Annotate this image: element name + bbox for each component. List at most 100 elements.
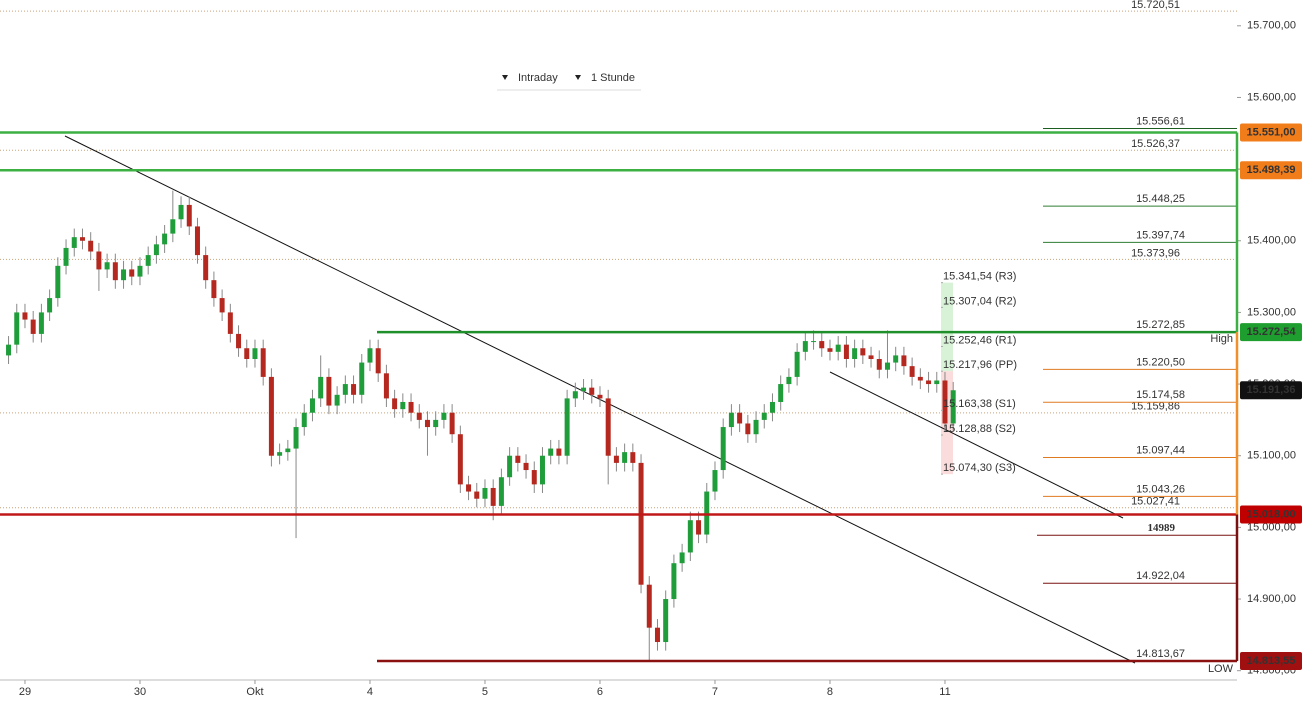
period-dropdown[interactable]: 1 Stunde [591, 72, 635, 84]
candle-body [909, 366, 915, 377]
candle-body [211, 280, 217, 299]
candle-body [934, 380, 940, 385]
candle-body [236, 333, 242, 349]
candle-body [186, 204, 192, 227]
candle-body [351, 384, 357, 395]
candle-body [704, 491, 710, 535]
candle-body [121, 269, 127, 281]
target-label: 15.220,50 [1136, 356, 1185, 368]
candle-body [112, 262, 118, 281]
interval-dropdown[interactable]: Intraday [518, 72, 558, 84]
candle-body [359, 362, 365, 395]
candle-body [96, 251, 102, 270]
candle-body [309, 398, 315, 413]
candle-body [646, 584, 652, 628]
candle-body [843, 344, 849, 359]
x-tick-label: 7 [712, 686, 718, 698]
candle-body [917, 376, 923, 381]
candle-body [613, 455, 619, 463]
reference-label: 15.526,37 [1131, 138, 1180, 150]
candle-body [392, 398, 398, 410]
candle-body [745, 423, 751, 435]
x-tick-label: 11 [939, 686, 950, 698]
candle-body [63, 247, 69, 266]
candle-body [827, 348, 833, 352]
y-tick-label: 15.400,00 [1247, 235, 1296, 247]
low-label: LOW [1208, 663, 1234, 675]
candle-body [433, 419, 439, 428]
candle-body [556, 448, 562, 456]
candle-body [712, 470, 718, 492]
candle-body [79, 237, 85, 241]
target-label: 15.043,26 [1136, 483, 1185, 495]
target-label: 14.813,67 [1136, 648, 1185, 660]
candle-body [318, 376, 324, 399]
candle-body [819, 341, 825, 349]
x-tick-label: 4 [367, 686, 373, 698]
candle-body [761, 412, 767, 420]
x-tick-label: 29 [19, 686, 31, 698]
candle-body [55, 265, 61, 299]
target-label: 15.397,74 [1136, 229, 1185, 241]
y-tick-label: 15.100,00 [1247, 450, 1296, 462]
candle-body [769, 401, 775, 413]
candle-body [408, 401, 414, 413]
target-label: 15.174,58 [1136, 389, 1185, 401]
price-badge-label: 15.498,39 [1247, 164, 1296, 176]
candle-body [424, 419, 430, 428]
price-badge [1240, 505, 1302, 524]
candle-body [457, 434, 463, 485]
candle-body [30, 319, 36, 334]
pivot-label: 15.163,38 (S1) [943, 398, 1016, 410]
price-badge-label: 15.272,54 [1247, 326, 1297, 338]
price-badge [1240, 651, 1302, 670]
candle-body [441, 412, 447, 420]
candle-body [22, 312, 28, 320]
target-label: 15.448,25 [1136, 193, 1185, 205]
candle-body [203, 255, 209, 281]
price-badge [1240, 323, 1302, 342]
price-badge-label: 15.018,00 [1247, 508, 1296, 520]
candle-body [737, 412, 743, 424]
pivot-label: 15.252,46 (R1) [943, 334, 1016, 346]
candle-body [498, 477, 504, 506]
pivot-label: 15.341,54 (R3) [943, 271, 1016, 283]
x-tick-label: 5 [482, 686, 488, 698]
candle-body [178, 204, 184, 220]
candle-body [104, 262, 110, 270]
candle-body [449, 412, 455, 435]
candle-body [811, 341, 817, 343]
candle-body [835, 344, 841, 352]
candle-body [572, 391, 578, 399]
candle-body [334, 394, 340, 406]
candle-body [901, 355, 907, 367]
reference-label: 15.159,86 [1131, 401, 1180, 413]
price-badge [1240, 123, 1302, 142]
candle-body [47, 298, 53, 313]
candle-body [671, 563, 677, 600]
candle-body [950, 390, 956, 424]
candle-body [654, 627, 660, 643]
candle-body [342, 384, 348, 395]
reference-label: 15.720,51 [1131, 0, 1180, 11]
price-badge-label: 15.191,36 [1247, 384, 1296, 396]
target-label: 15.556,61 [1136, 115, 1185, 127]
candle-body [597, 394, 603, 399]
candle-body [474, 491, 480, 499]
candle-body [227, 312, 233, 334]
x-tick-label: 8 [827, 686, 833, 698]
reference-label: 15.373,96 [1131, 247, 1180, 259]
candle-body [589, 387, 595, 395]
candle-body [252, 348, 258, 359]
candle-body [400, 401, 406, 410]
price-badge-label: 14.813,55 [1247, 655, 1296, 667]
candle-body [38, 312, 44, 334]
candle-body [581, 387, 587, 392]
target-label: 14.922,04 [1136, 570, 1185, 582]
y-tick-label: 15.700,00 [1247, 20, 1296, 32]
candle-body [260, 348, 266, 377]
price-badge [1240, 161, 1302, 180]
candle-body [383, 373, 389, 399]
